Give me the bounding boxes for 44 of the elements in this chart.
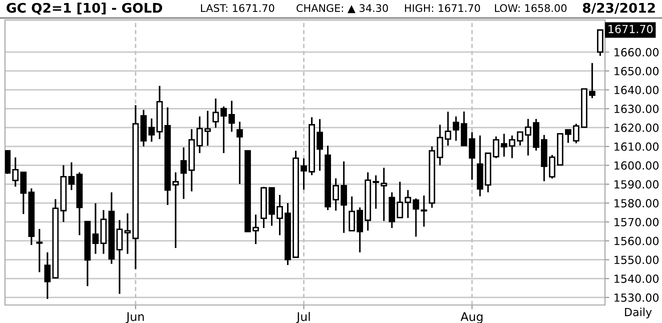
candlestick	[444, 110, 452, 146]
y-tick-label: 1540.00	[614, 274, 659, 283]
y-tick-label: 1560.00	[614, 236, 659, 246]
text: HIGH: 1671.70	[405, 4, 480, 12]
y-tick-label: 1620.00	[614, 124, 659, 132]
candlestick	[452, 116, 460, 142]
candlestick	[468, 131, 476, 180]
y-tick-label: 1640.00	[614, 86, 659, 94]
candlestick	[92, 202, 99, 255]
y-tick-label: 1610.00	[614, 142, 659, 151]
x-tick-label: Jun	[126, 312, 144, 323]
candlestick	[492, 136, 500, 159]
text: LAST: 1671.70	[201, 4, 274, 12]
candlestick	[100, 209, 107, 255]
candlestick	[116, 219, 123, 295]
x-tick-label: Jul	[296, 312, 310, 323]
candlestick	[420, 194, 428, 228]
y-tick-label: 1600.00	[614, 161, 659, 170]
candlestick	[380, 167, 388, 222]
y-tick-label: 1630.00	[614, 104, 659, 114]
text: Daily	[625, 308, 652, 318]
candlestick	[500, 133, 508, 158]
y-tick-label: 1590.00	[614, 180, 659, 189]
candlestick	[436, 124, 444, 166]
candlestick	[412, 198, 420, 238]
text: LOW: 1658.00	[495, 4, 567, 12]
chart-title: GC Q2=1 [10] - GOLD	[6, 2, 162, 15]
text: 8/23/2012	[582, 2, 655, 14]
y-tick-label: 1580.00	[614, 199, 659, 208]
text: CHANGE: ▲ 34.30	[296, 4, 388, 14]
text: 1671.70	[608, 24, 653, 34]
y-tick-label: 1650.00	[614, 66, 659, 76]
candlestick	[68, 162, 75, 191]
y-tick-label: 1570.00	[614, 218, 659, 226]
y-tick-label: 1550.00	[614, 256, 659, 264]
candlestick	[44, 252, 51, 300]
y-tick-label: 1660.00	[614, 48, 659, 56]
y-tick-label: 1530.00	[614, 293, 659, 302]
candlestick	[36, 228, 43, 273]
candlestick	[404, 189, 412, 219]
candlestick	[124, 212, 131, 255]
candlestick	[460, 110, 468, 146]
candlestick	[236, 120, 243, 185]
x-tick-label: Aug	[460, 312, 482, 323]
